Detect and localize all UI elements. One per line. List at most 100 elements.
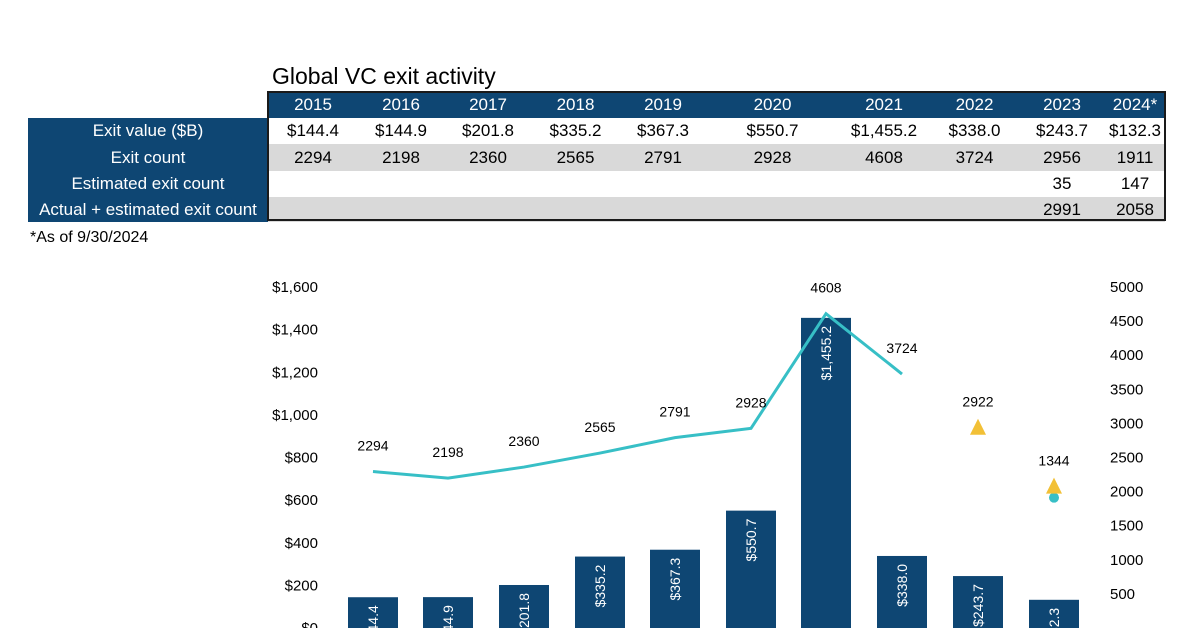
table-cell: 35 bbox=[1019, 171, 1105, 197]
bar-series: $144.4 $144.9 $201.8 $335.2 $367.3 $550.7 $1,4… bbox=[348, 317, 1079, 628]
marker-value-label: 1344 bbox=[1038, 453, 1069, 469]
table-cell: $550.7 bbox=[707, 118, 838, 144]
table-cell: 2928 bbox=[707, 144, 838, 171]
table-cell bbox=[268, 197, 358, 222]
line-series: 2294 2198 2360 2565 2791 2928 4608 3724 bbox=[357, 280, 918, 480]
y-axis-right: 500 1000 1500 2000 2500 3000 3500 4000 4500 5000 bbox=[1110, 279, 1143, 603]
row-label: Actual + estimated exit count bbox=[28, 197, 268, 222]
table-cell bbox=[358, 171, 444, 197]
bar bbox=[726, 510, 776, 628]
y-tick-label: $400 bbox=[285, 535, 318, 552]
year-header: 2018 bbox=[532, 91, 619, 118]
row-label: Estimated exit count bbox=[28, 171, 268, 197]
y2-tick-label: 4000 bbox=[1110, 347, 1143, 364]
triangle-marker bbox=[1046, 477, 1062, 494]
year-header: 2019 bbox=[619, 91, 707, 118]
line-value-label: 2198 bbox=[432, 444, 463, 460]
table-cell bbox=[707, 171, 838, 197]
table-cell bbox=[532, 171, 619, 197]
bar bbox=[953, 576, 1003, 628]
footnote: *As of 9/30/2024 bbox=[30, 229, 149, 246]
table-cell bbox=[358, 197, 444, 222]
table-cell bbox=[707, 197, 838, 222]
table-cell: 2565 bbox=[532, 144, 619, 171]
y2-tick-label: 2000 bbox=[1110, 484, 1143, 501]
year-header: 2015 bbox=[268, 91, 358, 118]
table-cell: 2294 bbox=[268, 144, 358, 171]
table-cell: 1911 bbox=[1105, 144, 1165, 171]
table-cell: $338.0 bbox=[930, 118, 1019, 144]
table-cell bbox=[838, 197, 930, 222]
table-cell bbox=[930, 171, 1019, 197]
bar bbox=[650, 549, 700, 628]
y-tick-label: $600 bbox=[285, 492, 318, 509]
table-cell bbox=[838, 171, 930, 197]
bar bbox=[423, 597, 473, 628]
bar bbox=[575, 556, 625, 628]
marker-value-label: 2922 bbox=[962, 394, 993, 410]
table-cell: 147 bbox=[1105, 171, 1165, 197]
line-value-label: 2791 bbox=[659, 404, 690, 420]
table-cell bbox=[930, 197, 1019, 222]
y-tick-label: $0 bbox=[301, 620, 318, 628]
table-cell: 2198 bbox=[358, 144, 444, 171]
year-header: 2016 bbox=[358, 91, 444, 118]
table-cell: 2791 bbox=[619, 144, 707, 171]
y-tick-label: $200 bbox=[285, 577, 318, 594]
line-value-label: 4608 bbox=[810, 280, 841, 296]
y-axis-left: $0 $200 $400 $600 $800 $1,000 $1,200 $1,400 $1,6… bbox=[272, 279, 318, 628]
bar-value-label: $144.4 bbox=[365, 605, 381, 628]
bar-value-label: $338.0 bbox=[894, 564, 910, 607]
y-tick-label: $1,400 bbox=[272, 322, 318, 339]
table-cell: $1,455.2 bbox=[838, 118, 930, 144]
line-value-label: 2565 bbox=[584, 419, 615, 435]
year-header: 2021 bbox=[838, 91, 930, 118]
table-cell: $132.3 bbox=[1105, 118, 1165, 144]
year-header: 2017 bbox=[444, 91, 532, 118]
y-tick-label: $1,200 bbox=[272, 364, 318, 381]
line-value-label: 2928 bbox=[735, 394, 766, 410]
table-title: Global VC exit activity bbox=[272, 63, 496, 89]
table-cell bbox=[532, 197, 619, 222]
y2-tick-label: 1000 bbox=[1110, 552, 1143, 569]
year-header: 2023 bbox=[1019, 91, 1105, 118]
year-header: 2022 bbox=[930, 91, 1019, 118]
y-tick-label: $1,000 bbox=[272, 407, 318, 424]
table-cell bbox=[619, 171, 707, 197]
table-cell: $367.3 bbox=[619, 118, 707, 144]
row-label: Exit count bbox=[28, 144, 268, 171]
y2-tick-label: 3500 bbox=[1110, 381, 1143, 398]
y2-tick-label: 5000 bbox=[1110, 279, 1143, 296]
table-cell: $144.9 bbox=[358, 118, 444, 144]
table-cell: 2991 bbox=[1019, 197, 1105, 222]
table-cell: $243.7 bbox=[1019, 118, 1105, 144]
line-value-label: 2294 bbox=[357, 438, 388, 454]
y2-tick-label: 4500 bbox=[1110, 313, 1143, 330]
bar-value-label: $550.7 bbox=[743, 518, 759, 561]
line-value-label: 2360 bbox=[508, 433, 539, 449]
y-tick-label: $800 bbox=[285, 450, 318, 467]
table-cell: 3724 bbox=[930, 144, 1019, 171]
bar-value-label: $132.3 bbox=[1046, 608, 1062, 628]
table-cell: 2360 bbox=[444, 144, 532, 171]
year-header: 2020 bbox=[707, 91, 838, 118]
table-cell: 2058 bbox=[1105, 197, 1165, 222]
row-label: Exit value ($B) bbox=[28, 118, 268, 144]
bar-value-label: $243.7 bbox=[970, 584, 986, 627]
line-value-label: 3724 bbox=[886, 340, 917, 356]
table-cell bbox=[444, 171, 532, 197]
bar-value-label: $367.3 bbox=[667, 558, 683, 601]
table-cell: $144.4 bbox=[268, 118, 358, 144]
bar bbox=[801, 317, 851, 628]
bar-value-label: $335.2 bbox=[592, 564, 608, 607]
y2-tick-label: 2500 bbox=[1110, 450, 1143, 467]
y2-tick-label: 3000 bbox=[1110, 415, 1143, 432]
y2-tick-label: 500 bbox=[1110, 586, 1135, 603]
table-cell: 4608 bbox=[838, 144, 930, 171]
triangle-marker bbox=[970, 418, 986, 435]
table-cell: 2956 bbox=[1019, 144, 1105, 171]
circle-marker bbox=[1049, 492, 1059, 503]
y2-tick-label: 1500 bbox=[1110, 518, 1143, 535]
table-cell: $201.8 bbox=[444, 118, 532, 144]
